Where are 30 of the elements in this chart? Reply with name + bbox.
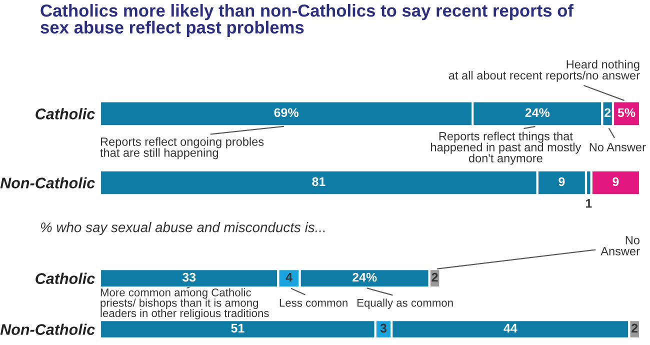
chart-title: % who say sexual abuse and misconducts is... [40, 222, 325, 235]
chart-title: Catholics more likely than non-Catholics to say recent reports of sex abuse reflect past problems [40, 4, 574, 37]
y-tick-label: Non-Catholic [0, 177, 95, 188]
series-label: No Answer [590, 143, 646, 152]
y-tick-label: Catholic [36, 272, 95, 284]
data-label: 2 [632, 324, 638, 332]
series-label: Equally as common [358, 298, 453, 309]
data-label: 3 [380, 324, 387, 333]
data-label: 4 [286, 272, 292, 282]
data-label: 69% [274, 108, 298, 118]
data-label: 33 [182, 272, 196, 282]
data-label: 5% [618, 108, 636, 118]
data-label: 51 [231, 324, 244, 333]
text: No Answer [600, 236, 640, 256]
series-label: Reports reflect things that happened in past and mostly don't anymore [431, 132, 582, 165]
data-label: 2 [604, 108, 611, 117]
data-label: 1 [586, 199, 592, 208]
data-label: 44 [504, 324, 518, 332]
series-label: More common among Catholic priests/ bishops than it is among leaders in other religious traditions [100, 288, 269, 320]
data-label: 24% [525, 108, 550, 118]
data-label: 2 [432, 272, 438, 282]
series-label: Reports reflect ongoing probles that are still happening [100, 137, 264, 160]
series-label: Less common [280, 299, 348, 307]
data-label: 9 [612, 177, 619, 186]
data-label: 81 [312, 177, 326, 186]
y-tick-label: Catholic [36, 108, 95, 120]
y-tick-label: Non-Catholic [0, 324, 95, 335]
data-label: 9 [558, 177, 565, 186]
series-label: Heard nothing at all about recent reports/no answer [448, 60, 640, 82]
data-label: 24% [352, 272, 377, 282]
